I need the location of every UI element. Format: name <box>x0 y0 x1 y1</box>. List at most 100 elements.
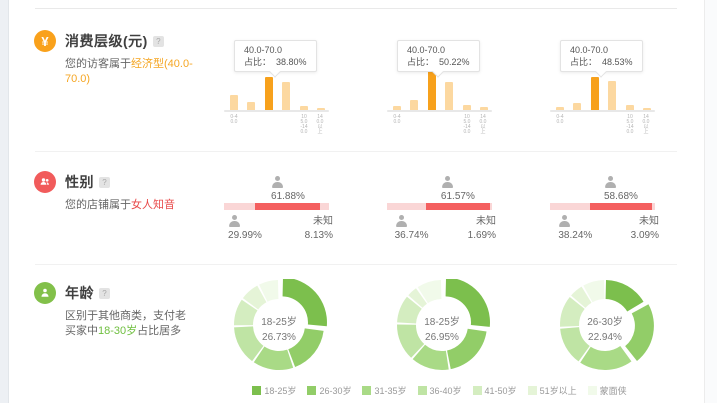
female-bar-segment <box>425 203 491 210</box>
help-icon-age[interactable]: ? <box>99 287 110 299</box>
donut-segment-18-25岁[interactable] <box>445 279 490 327</box>
section-age: 年龄 ? 区别于其他商类，支付老买家中18-30岁占比居多 18-25岁 26.… <box>9 265 703 402</box>
male-stat: 36.74% <box>395 215 428 241</box>
bar <box>230 95 238 110</box>
female-icon <box>604 176 617 188</box>
unknown-label: 未知 <box>476 216 496 227</box>
section-divider <box>35 264 677 265</box>
tooltip-range: 40.0-70.0 <box>570 45 609 55</box>
gender-chart-1[interactable]: 61.88% 29.99% 未知 8.13% <box>224 152 333 264</box>
unknown-stat: 未知 8.13% <box>305 215 333 243</box>
unknown-percent: 1.69% <box>467 230 496 241</box>
section-gender: 性别 ? 您的店铺属于女人知音 61.88% 29.99% 未知 8.13% <box>9 152 703 264</box>
bar <box>445 82 454 110</box>
donut-segment-36-40岁[interactable] <box>396 324 425 358</box>
panel-top-border <box>35 8 677 9</box>
bar-group <box>393 70 488 110</box>
donut-segment-41-50岁[interactable] <box>397 296 422 324</box>
section-divider <box>35 151 677 152</box>
age-info: 年龄 ? 区别于其他商类，支付老买家中18-30岁占比居多 <box>9 265 224 402</box>
donut-segment-18-25岁[interactable] <box>605 280 644 312</box>
male-stat: 29.99% <box>228 215 262 241</box>
female-bar-segment <box>255 203 321 210</box>
legend-item[interactable]: 蒙面侠 <box>587 384 627 397</box>
desc-text: 您的店铺属于 <box>65 199 131 211</box>
donut-segment-蒙面侠[interactable] <box>583 280 605 303</box>
desc-text: 区别于其他商类，支付老买家中 <box>65 310 186 337</box>
x-axis-tick: 0-40.0 <box>556 114 564 125</box>
donut-segment-26-30岁[interactable] <box>625 304 654 361</box>
section-title-age: 年龄 <box>65 285 94 301</box>
legend-swatch <box>307 386 317 395</box>
x-axis-tick: 105.0-140.0 <box>463 114 471 135</box>
age-donut-chart-1[interactable]: 18-25岁 26.73% <box>224 265 329 402</box>
donut-segment-36-40岁[interactable] <box>234 326 264 362</box>
x-axis <box>224 110 329 112</box>
donut-segment-18-25岁[interactable] <box>282 279 327 327</box>
legend-swatch <box>252 386 262 395</box>
female-percent: 61.88% <box>271 191 305 202</box>
donut-segment-蒙面侠[interactable] <box>417 280 442 304</box>
person-icon <box>34 282 56 304</box>
donut-segment-41-50岁[interactable] <box>559 297 585 327</box>
bar <box>282 82 291 110</box>
tooltip-share: 占比： 38.80% <box>244 57 307 67</box>
gender-ratio-bar <box>550 203 655 210</box>
donut-segment-51岁以上[interactable] <box>571 286 592 308</box>
bar <box>393 106 401 110</box>
bar-group <box>556 70 651 110</box>
donut-segment-31-35岁[interactable] <box>253 346 294 370</box>
x-axis-tick: 140.0以上 <box>642 114 650 135</box>
legend-item[interactable]: 31-35岁 <box>362 384 407 397</box>
donut-segment-31-35岁[interactable] <box>580 346 632 371</box>
female-stat: 61.88% <box>271 176 305 202</box>
unknown-bar-segment <box>651 203 655 210</box>
donut-segment-蒙面侠[interactable] <box>259 280 279 302</box>
x-axis-tick: 140.0以上 <box>479 114 487 135</box>
legend-item[interactable]: 18-25岁 <box>252 384 296 397</box>
bar <box>556 107 564 110</box>
legend-item[interactable]: 51岁以上 <box>527 384 577 397</box>
gender-description: 您的店铺属于女人知音 <box>65 198 195 213</box>
donut-segment-51岁以上[interactable] <box>242 285 267 310</box>
bar <box>316 108 325 110</box>
help-icon-gender[interactable]: ? <box>99 176 110 188</box>
age-donut-chart-3[interactable]: 26-30岁 22.94% <box>550 265 655 402</box>
consumption-info: ¥ 消费层级(元) ? 您的访客属于经济型(40.0-70.0) <box>9 9 224 151</box>
consumption-bar-chart-2[interactable]: 40.0-70.0 占比： 50.22% 0-40.0 105.0-140.0 140… <box>387 9 492 151</box>
legend-swatch <box>362 386 372 395</box>
female-stat: 58.68% <box>604 176 638 202</box>
legend-item[interactable]: 41-50岁 <box>472 384 517 397</box>
unknown-percent: 8.13% <box>304 230 333 241</box>
bar-highlighted <box>427 71 436 110</box>
age-donut-chart-2[interactable]: 18-25岁 26.95% <box>387 265 492 402</box>
legend-item[interactable]: 36-40岁 <box>417 384 462 397</box>
female-icon <box>441 176 454 188</box>
section-consumption-level: ¥ 消费层级(元) ? 您的访客属于经济型(40.0-70.0) 40.0-70… <box>9 9 703 151</box>
gender-chart-3[interactable]: 58.68% 38.24% 未知 3.09% <box>550 152 659 264</box>
donut-ring <box>233 279 327 370</box>
legend-item[interactable]: 26-30岁 <box>307 384 351 397</box>
unknown-label: 未知 <box>313 216 333 227</box>
donut-segment-41-50岁[interactable] <box>233 299 258 326</box>
unknown-stat: 未知 3.09% <box>631 215 659 243</box>
legend-swatch <box>527 386 537 395</box>
help-icon-consumption[interactable]: ? <box>152 35 164 47</box>
consumption-bar-chart-3[interactable]: 40.0-70.0 占比： 48.53% 0-40.0 105.0-140.0 140… <box>550 9 655 151</box>
donut-segment-31-35岁[interactable] <box>412 344 449 370</box>
section-title-consumption: 消费层级(元) <box>65 33 148 49</box>
gender-chart-2[interactable]: 61.57% 36.74% 未知 1.69% <box>387 152 496 264</box>
unknown-percent: 3.09% <box>630 230 659 241</box>
donut-segment-26-30岁[interactable] <box>288 328 324 368</box>
donut-segment-51岁以上[interactable] <box>408 288 427 308</box>
bar <box>573 103 582 110</box>
female-icon <box>271 176 284 188</box>
tooltip-share: 占比： 50.22% <box>407 57 470 67</box>
bar <box>625 105 634 110</box>
donut-segment-36-40岁[interactable] <box>560 327 590 362</box>
legend-label: 26-30岁 <box>319 386 352 396</box>
donut-segment-26-30岁[interactable] <box>447 328 487 370</box>
male-icon <box>228 215 241 227</box>
consumption-bar-chart-1[interactable]: 40.0-70.0 占比： 38.80% 0-40.0 105.0-140.0 140… <box>224 9 329 151</box>
legend-label: 51岁以上 <box>539 386 577 396</box>
